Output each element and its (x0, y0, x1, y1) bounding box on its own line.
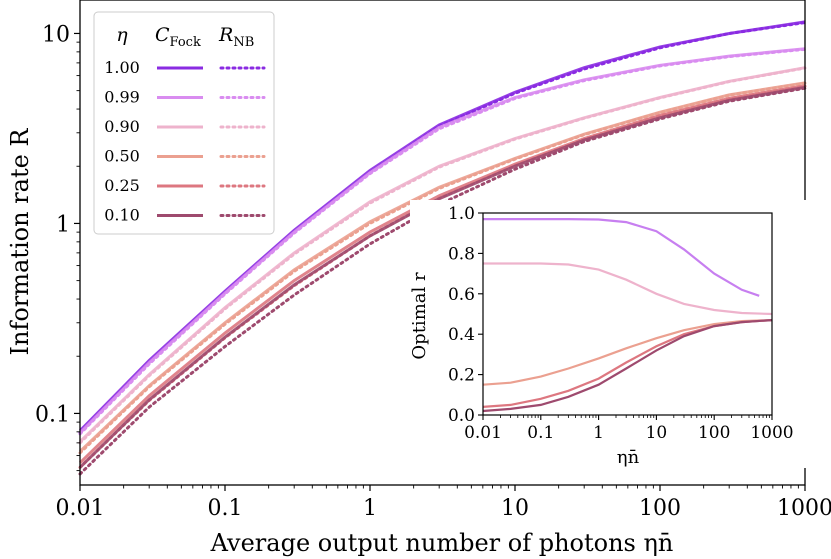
legend-eta-value: 0.90 (104, 117, 140, 136)
inset-x-axis-label: ηn̄ (617, 447, 640, 468)
main-x-tick-label: 100 (639, 496, 681, 521)
inset-y-tick-label: 0.8 (448, 244, 475, 264)
main-y-tick-label: 10 (42, 22, 70, 47)
fock-line-eta-0.10 (78, 85, 806, 469)
main-series-group (78, 20, 807, 476)
nb-line-eta-0.50 (78, 81, 807, 455)
legend-eta-value: 0.25 (104, 176, 140, 195)
legend-nb-letter: R (218, 24, 233, 46)
legend-fock-letter: C (155, 24, 170, 46)
nb-line-eta-0.90 (78, 66, 807, 445)
inset-x-tick-label: 10 (646, 423, 668, 443)
main-x-tick-label: 10 (501, 496, 529, 521)
main-y-axis-label: Information rate R (6, 128, 34, 356)
main-x-tick-label: 1 (363, 496, 377, 521)
legend-rows: 1.00 0.99 0.90 0.50 0.25 0.10 (104, 58, 266, 225)
main-y-tick-label: 1 (56, 212, 70, 237)
inset-x-tick-label: 0.01 (464, 423, 502, 443)
inset-x-tick-label: 0.1 (527, 423, 554, 443)
inset-y-ticks: 0.0 0.2 0.4 0.6 0.8 1.0 (448, 204, 483, 426)
legend-eta-value: 1.00 (104, 58, 140, 77)
inset-line-eta-0.99 (483, 218, 760, 297)
legend: η CFock RNB 1.00 0.99 0.90 0.50 0.25 0.10 (93, 11, 275, 235)
inset-x-ticks: 0.01 0.1 1 10 100 1000 (464, 415, 794, 443)
legend-eta-value: 0.50 (104, 147, 140, 166)
main-x-tick-label: 0.01 (56, 496, 105, 521)
inset-x-tick-label: 1 (593, 423, 604, 443)
inset-line-eta-0.50 (482, 319, 773, 386)
main-x-axis-label: Average output number of photons ηn̄ (210, 529, 674, 557)
inset-plot: 0.01 0.1 1 10 100 1000 0.0 0.2 0.4 0.6 0.8 1.0 ηn̄… (409, 200, 810, 468)
inset-y-tick-label: 0.0 (448, 406, 475, 426)
main-x-ticks: 0.01 0.1 1 10 100 1000 (56, 485, 831, 521)
inset-y-tick-label: 0.2 (448, 366, 475, 386)
main-y-ticks: 0.1 1 10 (35, 22, 80, 472)
legend-eta-header: η (116, 24, 128, 46)
inset-y-tick-label: 0.6 (448, 285, 475, 305)
inset-y-tick-label: 0.4 (448, 325, 475, 345)
legend-fock-header: CFock (155, 24, 201, 50)
inset-x-tick-label: 100 (698, 423, 730, 443)
main-y-tick-label: 0.1 (35, 402, 70, 427)
main-x-tick-label: 1000 (777, 496, 831, 521)
main-x-tick-label: 0.1 (208, 496, 243, 521)
inset-series-group (482, 218, 773, 413)
inset-axes-frame (482, 212, 773, 416)
inset-background (410, 200, 810, 468)
inset-line-eta-0.90 (483, 262, 773, 316)
legend-nb-subscript: NB (233, 35, 254, 50)
inset-x-tick-label: 1000 (750, 423, 793, 443)
nb-line-eta-0.99 (78, 47, 807, 436)
inset-y-tick-label: 1.0 (448, 204, 475, 224)
inset-line-eta-0.10 (482, 319, 773, 413)
legend-fock-subscript: Fock (170, 35, 201, 50)
inset-y-axis-label: Optimal r (409, 272, 430, 360)
legend-eta-value: 0.99 (104, 88, 140, 107)
legend-eta-value: 0.10 (104, 206, 140, 225)
legend-nb-header: RNB (218, 24, 254, 50)
